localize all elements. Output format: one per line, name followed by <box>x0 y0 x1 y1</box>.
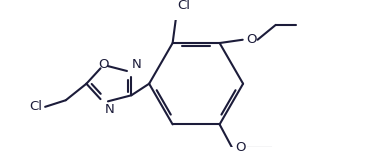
Text: N: N <box>104 103 114 116</box>
Text: Cl: Cl <box>30 100 43 113</box>
Text: O: O <box>98 59 109 71</box>
Text: O: O <box>246 33 257 46</box>
Text: N: N <box>132 58 142 71</box>
Text: O: O <box>235 141 246 154</box>
Text: Cl: Cl <box>178 0 190 12</box>
